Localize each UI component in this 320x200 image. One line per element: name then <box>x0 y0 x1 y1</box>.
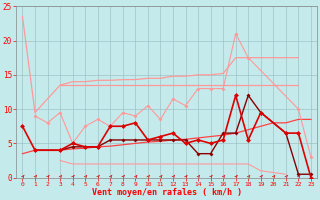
X-axis label: Vent moyen/en rafales ( km/h ): Vent moyen/en rafales ( km/h ) <box>92 188 242 197</box>
